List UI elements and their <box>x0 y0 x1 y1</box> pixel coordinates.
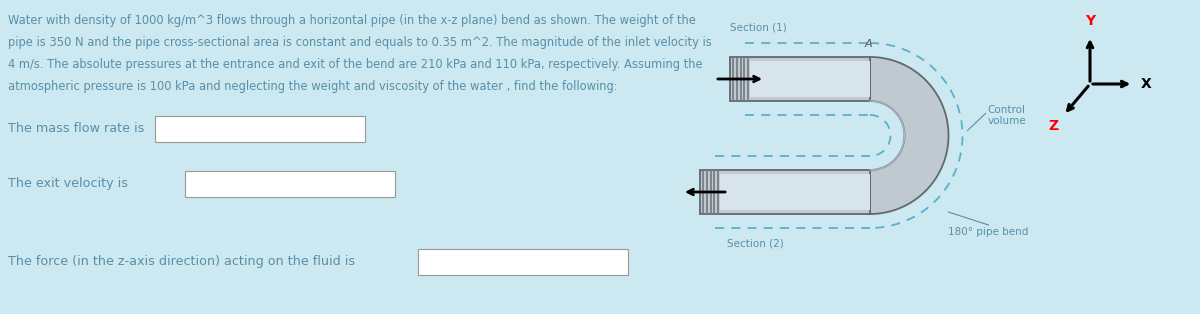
Text: Section (1): Section (1) <box>730 23 786 33</box>
Polygon shape <box>870 57 948 214</box>
Text: Section (2): Section (2) <box>727 238 784 248</box>
Text: The force (in the z-axis direction) acting on the fluid is: The force (in the z-axis direction) acti… <box>8 256 355 268</box>
Polygon shape <box>730 57 870 101</box>
Text: Water with density of 1000 kg/m^3 flows through a horizontal pipe (in the x-z pl: Water with density of 1000 kg/m^3 flows … <box>8 14 696 27</box>
Text: atmospheric pressure is 100 kPa and neglecting the weight and viscosity of the w: atmospheric pressure is 100 kPa and negl… <box>8 80 618 93</box>
Text: pipe is 350 N and the pipe cross-sectional area is constant and equals to 0.35 m: pipe is 350 N and the pipe cross-section… <box>8 36 712 49</box>
FancyBboxPatch shape <box>185 171 395 197</box>
Text: Control
volume: Control volume <box>988 105 1026 126</box>
FancyBboxPatch shape <box>155 116 365 142</box>
Text: The mass flow rate is: The mass flow rate is <box>8 122 144 136</box>
Text: A: A <box>865 39 872 49</box>
Text: Z: Z <box>1049 119 1058 133</box>
Text: 4 m/s. The absolute pressures at the entrance and exit of the bend are 210 kPa a: 4 m/s. The absolute pressures at the ent… <box>8 58 703 71</box>
Text: X: X <box>1141 77 1152 91</box>
Polygon shape <box>750 61 870 97</box>
FancyBboxPatch shape <box>418 249 628 275</box>
Text: Y: Y <box>1085 14 1096 28</box>
Text: 180° pipe bend: 180° pipe bend <box>948 227 1028 237</box>
Polygon shape <box>720 174 870 210</box>
Polygon shape <box>700 170 870 214</box>
Text: The exit velocity is: The exit velocity is <box>8 177 128 191</box>
